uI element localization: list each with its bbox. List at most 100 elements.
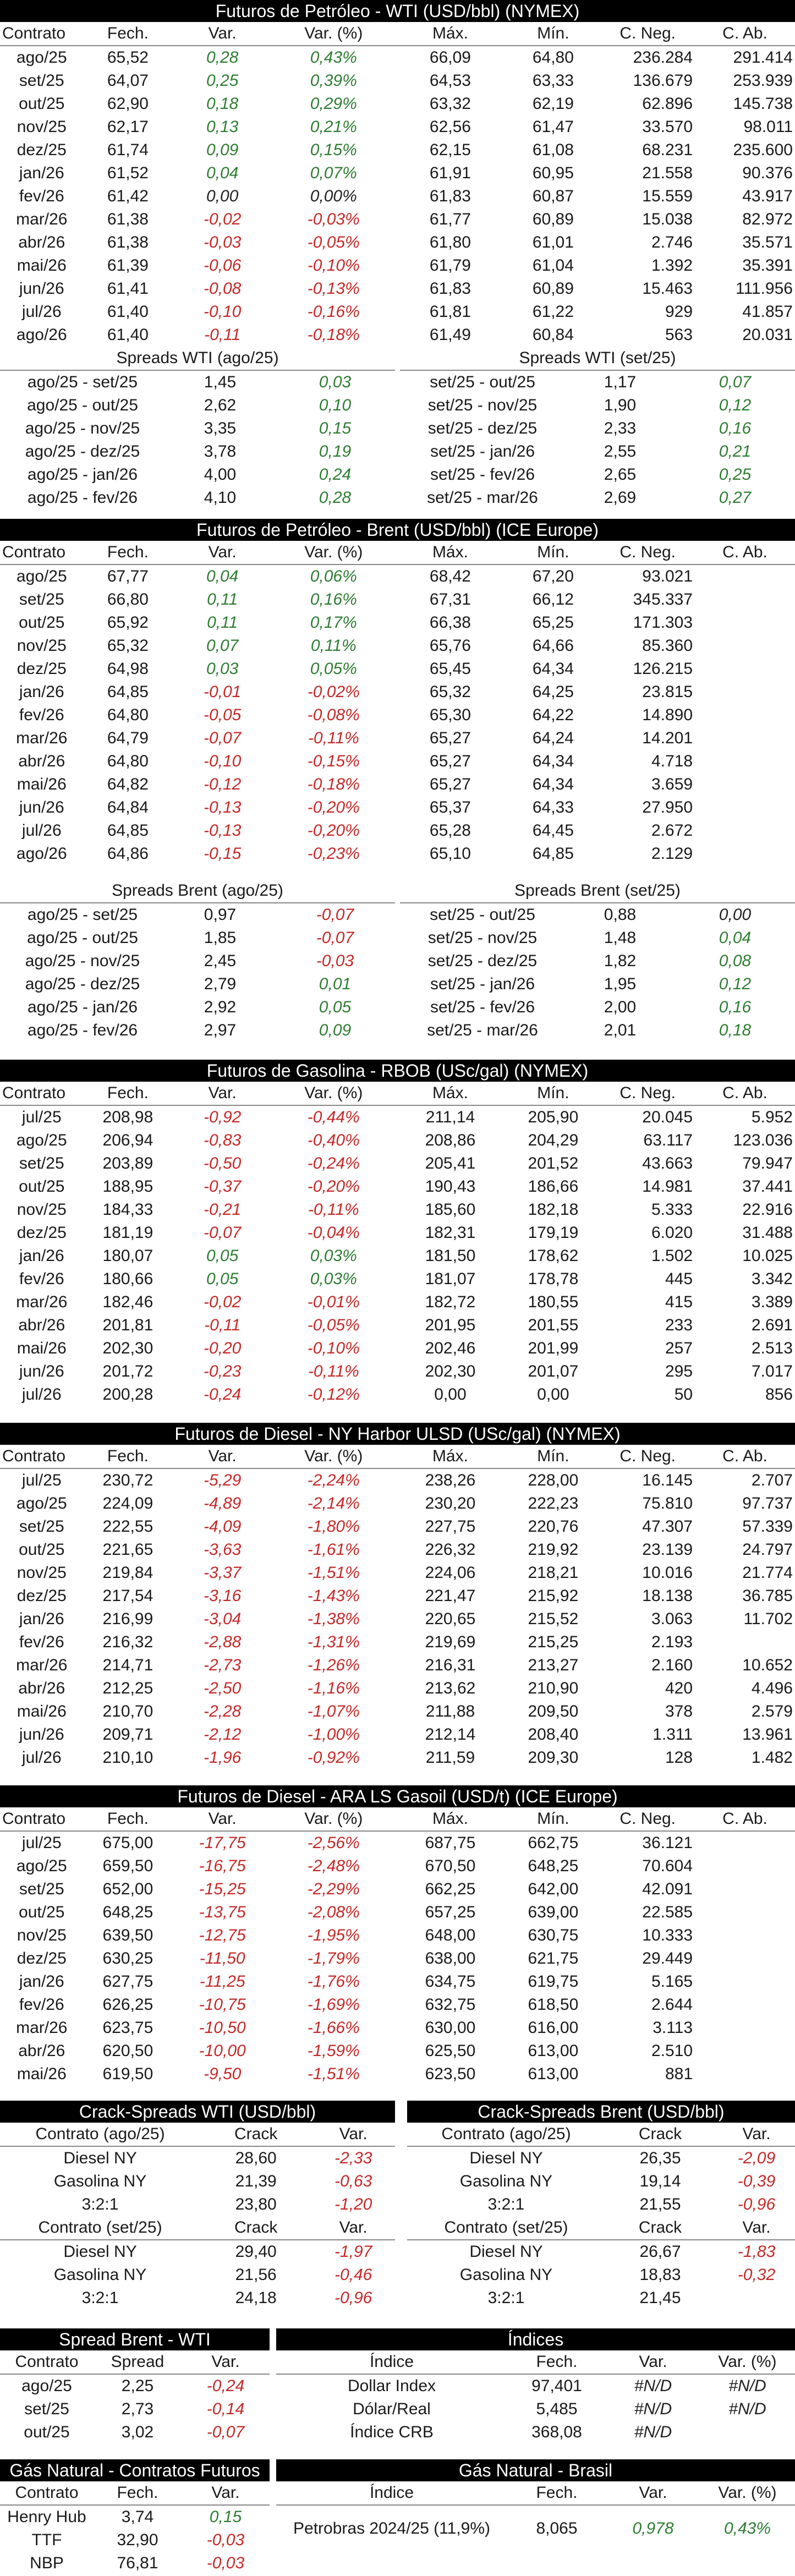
change-pct-cell: -0,16% <box>307 303 360 321</box>
close-cell: 203,89 <box>102 1154 153 1172</box>
column-header: C. Ab. <box>695 22 795 46</box>
change-pct-cell: -1,51% <box>307 1564 360 1582</box>
ulsd-title: Futuros de Diesel - NY Harbor ULSD (USc/… <box>0 1423 795 1445</box>
table-row: set/25 222,55 -4,09 -1,80% 227,75 220,76 47.30… <box>0 1515 795 1538</box>
high-cell: 213,62 <box>425 1679 476 1697</box>
spread-pair-cell: set/25 - dez/25 <box>427 419 538 437</box>
table-row: NBP 76,81 -0,03 <box>0 2552 270 2575</box>
value-cell: #N/D <box>634 2400 672 2418</box>
table-row: set/25 66,80 0,11 0,16% 67,31 66,12 345.337 <box>0 588 795 611</box>
column-header: C. Ab. <box>695 1807 795 1832</box>
table-row: jul/25 675,00 -17,75 -2,56% 687,75 662,75 36.1… <box>0 1831 795 1855</box>
spread-indices-section: Spread Brent - WTI Contrato Spread Var. ago… <box>0 2328 795 2441</box>
gasoil-table: Contrato Fech. Var. Var. (%) Máx. Mín. C. Neg.… <box>0 1807 795 2086</box>
open-interest-cell: 22.916 <box>742 1201 793 1219</box>
high-cell: 648,00 <box>425 1926 476 1944</box>
crack-row: Gasolina NY 21,39 -0,63 <box>0 2170 395 2193</box>
spread-change-cell: 0,09 <box>319 1021 352 1039</box>
volume-cell: 929 <box>665 303 693 321</box>
change-pct-cell: -1,07% <box>307 1702 360 1720</box>
table-row: dez/25 630,25 -11,50 -1,79% 638,00 621,75 29.4… <box>0 1947 795 1970</box>
spread-value-cell: 3,35 <box>204 419 237 437</box>
change-pct-cell: -1,80% <box>307 1517 360 1536</box>
change-pct-cell: -1,51% <box>307 2065 360 2083</box>
change-pct-cell: -0,10% <box>307 1339 360 1357</box>
change-pct-cell: -0,24% <box>307 1154 360 1172</box>
open-interest-cell: 5.952 <box>751 1108 793 1126</box>
table-row: abr/26 620,50 -10,00 -1,59% 625,50 613,00 2.51… <box>0 2040 795 2063</box>
change-cell: -2,28 <box>203 1702 242 1720</box>
table-row: mar/26 64,79 -0,07 -0,11% 65,27 64,24 14.201 <box>0 727 795 750</box>
spread-row: ago/25 - dez/25 3,78 0,19 <box>0 440 395 463</box>
gasoil-title: Futuros de Diesel - ARA LS Gasoil (USD/t… <box>0 1785 795 1807</box>
table-row: jul/26 210,10 -1,96 -0,92% 211,59 209,30 128 1.… <box>0 1746 795 1769</box>
high-cell: 68,42 <box>429 567 471 585</box>
table-row: fev/26 61,42 0,00 0,00% 61,83 60,87 15.559 43.9… <box>0 185 795 208</box>
contract-cell: jun/26 <box>19 798 64 816</box>
close-cell: 61,42 <box>107 187 149 205</box>
crack-value-cell: 24,18 <box>235 2289 277 2307</box>
spread-value-cell: 1,17 <box>604 373 637 391</box>
contract-cell: mar/26 <box>16 2019 68 2037</box>
column-header: Var. <box>311 2123 395 2147</box>
brent-spreads-ago25: Spreads Brent (ago/25) ago/25 - set/25 0,… <box>0 879 395 1042</box>
table-row: out/25 188,95 -0,37 -0,20% 190,43 186,66 14.98… <box>0 1175 795 1198</box>
column-header: Var. <box>715 2216 795 2240</box>
column-header: C. Neg. <box>600 22 695 46</box>
contract-cell: dez/25 <box>17 1224 67 1242</box>
value-cell: #N/D <box>634 2377 672 2395</box>
table-row: jun/26 209,71 -2,12 -1,00% 212,14 208,40 1.311… <box>0 1723 795 1746</box>
high-cell: 220,65 <box>425 1610 476 1628</box>
spread-pair-cell: set/25 - jan/26 <box>430 975 535 993</box>
crack-row: 3:2:1 21,55 -0,96 <box>407 2193 795 2216</box>
volume-cell: 257 <box>665 1339 693 1357</box>
value-cell: 32,90 <box>117 2531 158 2549</box>
crack-wti-table: Contrato (ago/25) Crack Var. Diesel NY 28,60… <box>0 2123 395 2310</box>
low-cell: 619,75 <box>528 1972 579 1991</box>
close-cell: 64,86 <box>107 845 149 863</box>
open-interest-cell: 7.017 <box>751 1362 793 1380</box>
change-pct-cell: -0,11% <box>308 1362 359 1380</box>
change-pct-cell: -0,02% <box>307 683 360 701</box>
column-header: Contrato <box>0 541 84 565</box>
high-cell: 687,75 <box>425 1834 476 1852</box>
change-pct-cell: -2,29% <box>307 1880 360 1898</box>
crack-row: Diesel NY 28,60 -2,33 <box>0 2146 395 2170</box>
contract-cell: jul/25 <box>21 1471 62 1489</box>
change-cell: -1,96 <box>203 1749 242 1767</box>
spread-change-cell: 0,07 <box>719 373 752 391</box>
volume-cell: 128 <box>665 1749 693 1767</box>
change-cell: 0,07 <box>206 637 239 655</box>
table-row: ago/25 2,25 -0,24 <box>0 2374 270 2398</box>
change-cell: -0,37 <box>203 1177 242 1196</box>
spread-change-cell: 0,15 <box>319 419 352 437</box>
spread-pair-cell: ago/25 - jan/26 <box>27 998 138 1016</box>
table-row: set/25 652,00 -15,25 -2,29% 662,25 642,00 42.0… <box>0 1878 795 1901</box>
change-pct-cell: -0,11% <box>308 1201 359 1219</box>
high-cell: 219,69 <box>425 1633 476 1651</box>
crack-change-cell: -0,96 <box>334 2289 372 2307</box>
close-cell: 64,85 <box>107 821 149 840</box>
change-pct-cell: 0,11% <box>310 637 357 655</box>
open-interest-cell: 79.947 <box>742 1154 793 1172</box>
volume-cell: 15.559 <box>642 187 693 205</box>
spread-value-cell: 1,85 <box>204 929 237 947</box>
low-cell: 61,01 <box>532 233 574 251</box>
contract-cell: jul/25 <box>21 1834 62 1852</box>
high-cell: 65,28 <box>429 821 471 840</box>
volume-cell: 5.165 <box>651 1972 693 1991</box>
change-pct-cell: -1,79% <box>307 1949 360 1967</box>
contract-cell: abr/26 <box>18 752 65 770</box>
contract-cell: jan/26 <box>19 683 64 701</box>
low-cell: 662,75 <box>528 1834 579 1852</box>
low-cell: 64,33 <box>532 798 574 816</box>
crack-brent: Crack-Spreads Brent (USD/bbl) Contrato (… <box>407 2101 795 2310</box>
column-header: Var. <box>172 22 273 46</box>
rbob-title: Futuros de Gasolina - RBOB (USc/gal) (NY… <box>0 1060 795 1082</box>
volume-cell: 295 <box>665 1362 693 1380</box>
column-header: Máx. <box>394 541 506 565</box>
volume-cell: 445 <box>665 1270 693 1288</box>
change-cell: -2,12 <box>203 1725 242 1744</box>
spread-row: set/25 - jan/26 1,95 0,12 <box>400 973 795 996</box>
open-interest-cell: 97.737 <box>742 1494 793 1512</box>
